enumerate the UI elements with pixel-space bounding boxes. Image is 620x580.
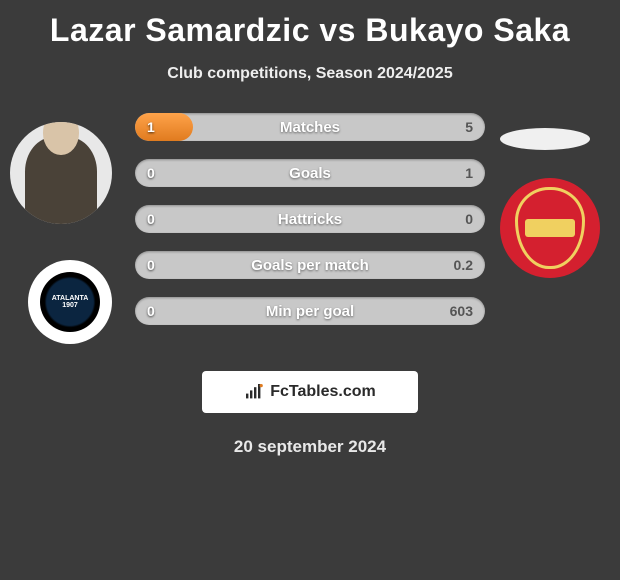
stat-label: Hattricks — [135, 205, 485, 233]
stats-area: 15Matches 01Goals 00Hattricks 00.2Goals per… — [0, 113, 620, 353]
stat-label: Matches — [135, 113, 485, 141]
page-title: Lazar Samardzic vs Bukayo Saka — [0, 0, 620, 49]
stat-bar: 00Hattricks — [135, 205, 485, 233]
chart-icon — [244, 384, 264, 400]
stat-bar: 0603Min per goal — [135, 297, 485, 325]
page-subtitle: Club competitions, Season 2024/2025 — [0, 65, 620, 83]
bars-container: 15Matches 01Goals 00Hattricks 00.2Goals per… — [135, 113, 485, 343]
stat-bar: 00.2Goals per match — [135, 251, 485, 279]
branding-text: FcTables.com — [270, 383, 376, 401]
stat-bar: 01Goals — [135, 159, 485, 187]
stat-label: Goals per match — [135, 251, 485, 279]
stat-bar: 15Matches — [135, 113, 485, 141]
stat-label: Goals — [135, 159, 485, 187]
stat-label: Min per goal — [135, 297, 485, 325]
branding-badge: FcTables.com — [202, 371, 418, 413]
date-text: 20 september 2024 — [0, 437, 620, 457]
